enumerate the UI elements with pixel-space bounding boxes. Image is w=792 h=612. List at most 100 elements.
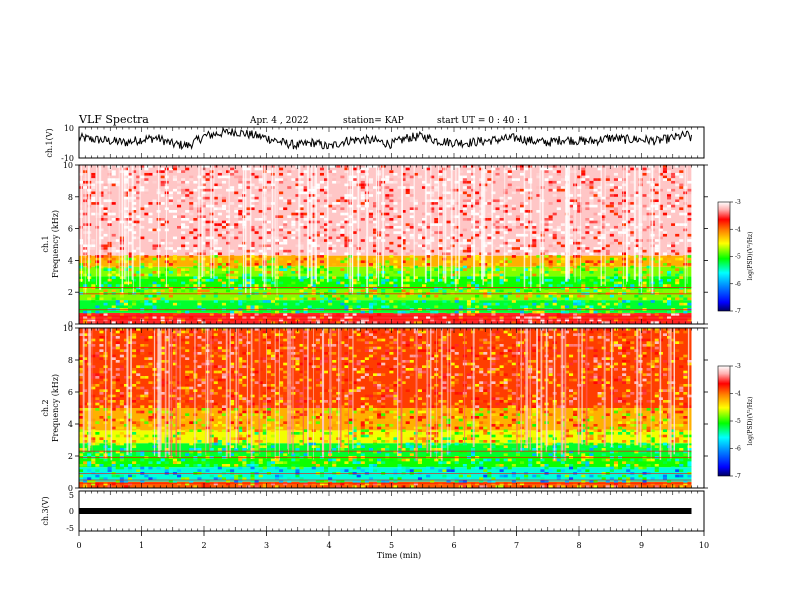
ch1-spectrogram-cell — [511, 191, 516, 195]
ch1-spectrogram-cell — [581, 249, 586, 253]
ch1-spectrogram-cell — [581, 178, 586, 181]
ch1-spectrogram-cell — [511, 239, 516, 242]
ch2-spectrogram-cell — [164, 440, 169, 443]
ch2-spectrogram-cell — [123, 485, 128, 488]
ch1-spectrogram-streak — [210, 165, 212, 279]
ch1-spectrogram-cell — [193, 247, 198, 250]
ch2-spectrogram-cell — [275, 349, 280, 352]
ch2-spectrogram-cell — [332, 461, 337, 464]
ch1-spectrogram-cell — [511, 186, 516, 189]
ch1-spectrogram-cell — [221, 236, 226, 240]
ch1-spectrogram-cell — [152, 305, 157, 309]
ch2-spectrogram-cell — [368, 405, 373, 408]
ch2-spectrogram-cell — [197, 336, 202, 339]
ch1-spectrogram-cell — [511, 178, 516, 181]
ch1-spectrogram-cell — [532, 167, 537, 171]
ch1-spectrogram-cell — [103, 321, 108, 324]
ch1-spectrogram-cell — [462, 286, 467, 290]
ch1-spectrogram-cell — [630, 202, 635, 205]
ch2-spectrogram-cell — [258, 458, 263, 462]
ch1-spectrogram-cell — [385, 223, 390, 226]
ch1-spectrogram-cell — [83, 313, 88, 317]
ch1-spectrogram-cell — [544, 289, 549, 293]
ch1-spectrogram-cell — [524, 223, 529, 226]
ch2-spectrogram-cell — [221, 349, 226, 352]
ch1-spectrogram-cell — [585, 247, 590, 250]
ch2-spectrogram-cell — [348, 418, 353, 422]
ch1-spectrogram-cell — [589, 252, 594, 256]
ch1-spectrogram-ytick-label: 4 — [68, 256, 73, 265]
ch1-spectrogram-cell — [128, 255, 133, 258]
ch2-spectrogram-cell — [189, 442, 194, 446]
ch1-spectrogram-cell — [548, 225, 553, 229]
ch2-spectrogram-cell — [189, 333, 194, 336]
ch2-spectrogram-cell — [213, 442, 218, 446]
ch2-spectrogram-cell — [217, 474, 222, 478]
ch1-spectrogram-cell — [368, 236, 373, 240]
ch1-spectrogram-cell — [291, 268, 296, 271]
ch1-spectrogram-cell — [168, 318, 173, 322]
ch1-spectrogram-cell — [128, 260, 133, 264]
ch1-spectrogram-streak — [482, 165, 484, 286]
ch1-spectrogram-cell — [605, 321, 610, 324]
ch2-spectrogram-cell — [295, 469, 300, 472]
ch2-spectrogram-cell — [140, 397, 145, 400]
ch2-spectrogram-cell — [148, 362, 153, 366]
ch2-spectrogram-cell — [230, 352, 235, 355]
ch2-spectrogram-cell — [209, 434, 214, 438]
ch1-spectrogram-cell — [589, 183, 594, 187]
ch2-spectrogram-cell — [344, 352, 349, 355]
ch1-spectrogram-cell — [299, 265, 304, 269]
ch2-spectrogram-cell — [148, 405, 153, 408]
ch1-spectrogram-cell — [450, 276, 455, 279]
ch1-spectrogram-cell — [332, 318, 337, 322]
ch1-spectrogram-cell — [581, 286, 586, 290]
ch2-spectrogram-cell — [99, 370, 104, 374]
ch1-spectrogram-cell — [279, 273, 284, 277]
ch2-spectrogram-cell — [172, 384, 177, 387]
ch2-spectrogram-cell — [266, 392, 271, 395]
ch1-spectrogram-cell — [687, 239, 692, 242]
ch1-spectrogram-cell — [605, 260, 610, 264]
ch1-spectrogram-cell — [152, 257, 157, 261]
ch2-spectrogram-cell — [140, 344, 145, 347]
ch2-spectrogram-cell — [201, 384, 206, 387]
ch2-spectrogram-cell — [303, 370, 308, 374]
ch1-spectrogram-cell — [626, 247, 631, 250]
ch1-spectrogram-cell — [577, 183, 582, 187]
ch1-spectrogram-cell — [385, 180, 390, 184]
ch1-spectrogram-streak — [201, 165, 203, 278]
ch1-spectrogram-cell — [177, 180, 182, 184]
ch1-spectrogram-cell — [340, 244, 345, 248]
ch1-spectrogram-cell — [589, 300, 594, 303]
ch1-spectrogram-cell — [189, 231, 194, 234]
ch1-spectrogram-cell — [548, 268, 553, 271]
ch1-spectrogram-cell — [503, 225, 508, 229]
ch1-spectrogram-cell — [626, 196, 631, 200]
ch1-spectrogram-cell — [79, 286, 84, 290]
ch1-spectrogram-cell — [613, 273, 618, 277]
ch1-spectrogram-cell — [585, 268, 590, 271]
ch1-spectrogram-cell — [299, 260, 304, 264]
ch1-spectrogram-cell — [340, 199, 345, 203]
ch1-spectrogram-cell — [254, 284, 259, 287]
ch2-spectrogram-cell — [266, 448, 271, 451]
ch1-spectrogram-cell — [295, 273, 300, 277]
ch1-spectrogram-cell — [397, 196, 402, 200]
ch2-spectrogram-cell — [177, 432, 182, 435]
ch2-spectrogram-cell — [319, 474, 324, 478]
ch1-spectrogram-cell — [422, 212, 427, 216]
ch1-spectrogram-cell — [405, 165, 410, 168]
ch2-spectrogram-cell — [148, 485, 153, 488]
ch2-spectrogram-cell — [254, 440, 259, 443]
ch1-spectrogram-cell — [279, 281, 284, 285]
ch2-spectrogram-cell — [230, 448, 235, 451]
ch1-spectrogram-cell — [283, 297, 288, 301]
ch2-spectrogram-cell — [119, 442, 124, 446]
ch1-spectrogram-cell — [642, 284, 647, 287]
ch1-spectrogram-cell — [524, 255, 529, 258]
ch2-spectrogram-cell — [250, 469, 255, 472]
ch1-spectrogram-cell — [556, 172, 561, 176]
ch1-spectrogram-cell — [193, 244, 198, 248]
ch2-spectrogram-cell — [303, 413, 308, 416]
